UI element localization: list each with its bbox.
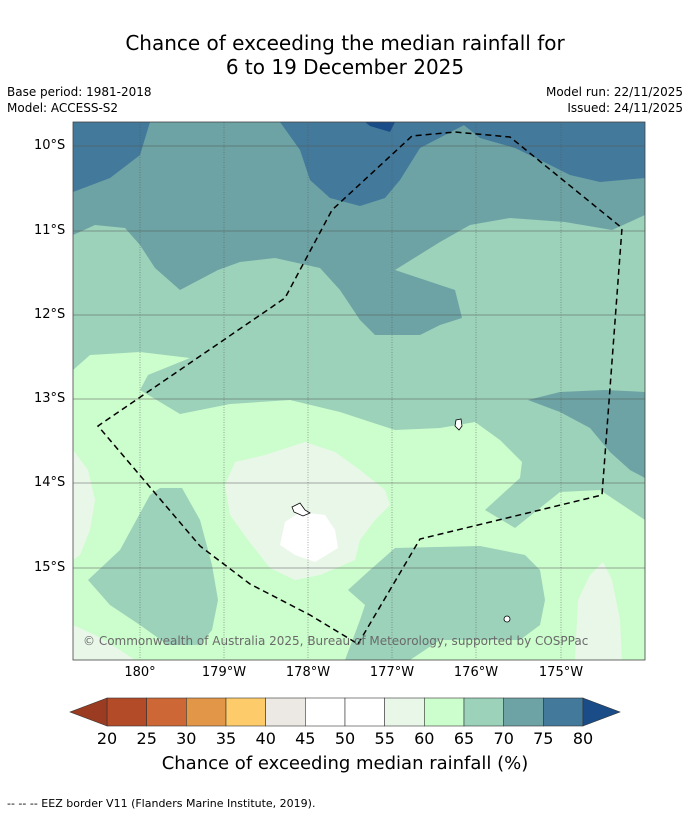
band-55-60-southwest	[73, 625, 135, 660]
colorbar-cell	[543, 697, 584, 727]
colorbar-tick-60: 60	[414, 729, 435, 748]
colorbar-tick-50: 50	[334, 729, 356, 748]
colorbar-cell	[146, 697, 187, 727]
band-70-75	[73, 122, 645, 335]
latitude-gridlines	[73, 145, 645, 569]
colorbar-cell	[106, 697, 147, 727]
lat-label-10s: 10°S	[34, 138, 66, 153]
lat-label-14s: 14°S	[34, 475, 66, 490]
lon-label-176w: 176°W	[453, 665, 499, 680]
band-55-60-west	[73, 450, 95, 560]
lat-label-15s: 15°S	[34, 560, 66, 575]
colorbar-tick-70: 70	[493, 729, 514, 748]
colorbar-under-arrow	[69, 697, 108, 727]
colorbar-tick-55: 55	[374, 729, 395, 748]
band-50-55	[280, 512, 338, 562]
lon-label-180: 180°	[124, 665, 156, 680]
island-southeast	[503, 615, 511, 623]
colorbar-tick-35: 35	[215, 729, 237, 748]
colorbar-tick-20: 20	[96, 729, 118, 748]
model-run: Model run: 22/11/2025	[545, 85, 683, 99]
band-above-80	[365, 122, 395, 132]
colorbar-tick-30: 30	[176, 729, 197, 748]
colorbar-tick-40: 40	[255, 729, 276, 748]
band-70-75-east	[528, 390, 645, 478]
colorbar-tick-80: 80	[572, 729, 594, 748]
island-north	[454, 418, 463, 431]
colorbar-cell	[384, 697, 425, 727]
lon-label-179w: 179°W	[201, 665, 247, 680]
band-75-80-nw	[73, 122, 150, 192]
colorbar-tick-25: 25	[136, 729, 157, 748]
lon-label-178w: 178°W	[285, 665, 331, 680]
colorbar-over-arrow	[582, 697, 621, 727]
lat-label-13s: 13°S	[34, 391, 66, 406]
model-name: Model: ACCESS-S2	[7, 101, 119, 115]
lon-label-175w: 175°W	[538, 665, 584, 680]
band-55-60-southeast	[575, 562, 622, 660]
longitude-gridlines	[139, 122, 562, 660]
colorbar-cell	[344, 697, 385, 727]
lon-label-177w: 177°W	[369, 665, 415, 680]
lat-label-12s: 12°S	[34, 307, 66, 322]
colorbar-tick-75: 75	[533, 729, 554, 748]
band-75-80-north	[280, 122, 470, 206]
copyright-notice: © Commonwealth of Australia 2025, Bureau…	[83, 634, 588, 648]
colorbar-cell	[424, 697, 465, 727]
colorbar-cell	[265, 697, 306, 727]
colorbar-tick-65: 65	[453, 729, 475, 748]
colorbar-cell	[186, 697, 227, 727]
band-55-60-center	[225, 442, 390, 580]
colorbar-cell	[225, 697, 266, 727]
map-frame	[72, 121, 646, 661]
colorbar-label: Chance of exceeding median rainfall (%)	[161, 753, 529, 774]
band-65-70-sw	[88, 488, 218, 645]
eez-border	[96, 131, 623, 646]
colorbar-cell	[503, 697, 544, 727]
colorbar-cells	[106, 697, 584, 727]
colorbar-tick-45: 45	[295, 729, 316, 748]
island-central	[291, 502, 311, 517]
title-line-1: Chance of exceeding the median rainfall …	[125, 31, 565, 55]
lat-label-11s: 11°S	[34, 223, 66, 238]
base-period: Base period: 1981-2018	[7, 85, 152, 99]
colorbar-cell	[305, 697, 346, 727]
band-65-70-se	[345, 546, 545, 660]
eez-footer-note: -- -- -- EEZ border V11 (Flanders Marine…	[7, 797, 316, 810]
title-line-2: 6 to 19 December 2025	[225, 55, 465, 79]
rainfall-map: © Commonwealth of Australia 2025, Bureau…	[72, 121, 646, 661]
issued-date: Issued: 24/11/2025	[567, 101, 683, 115]
colorbar-cell	[463, 697, 504, 727]
